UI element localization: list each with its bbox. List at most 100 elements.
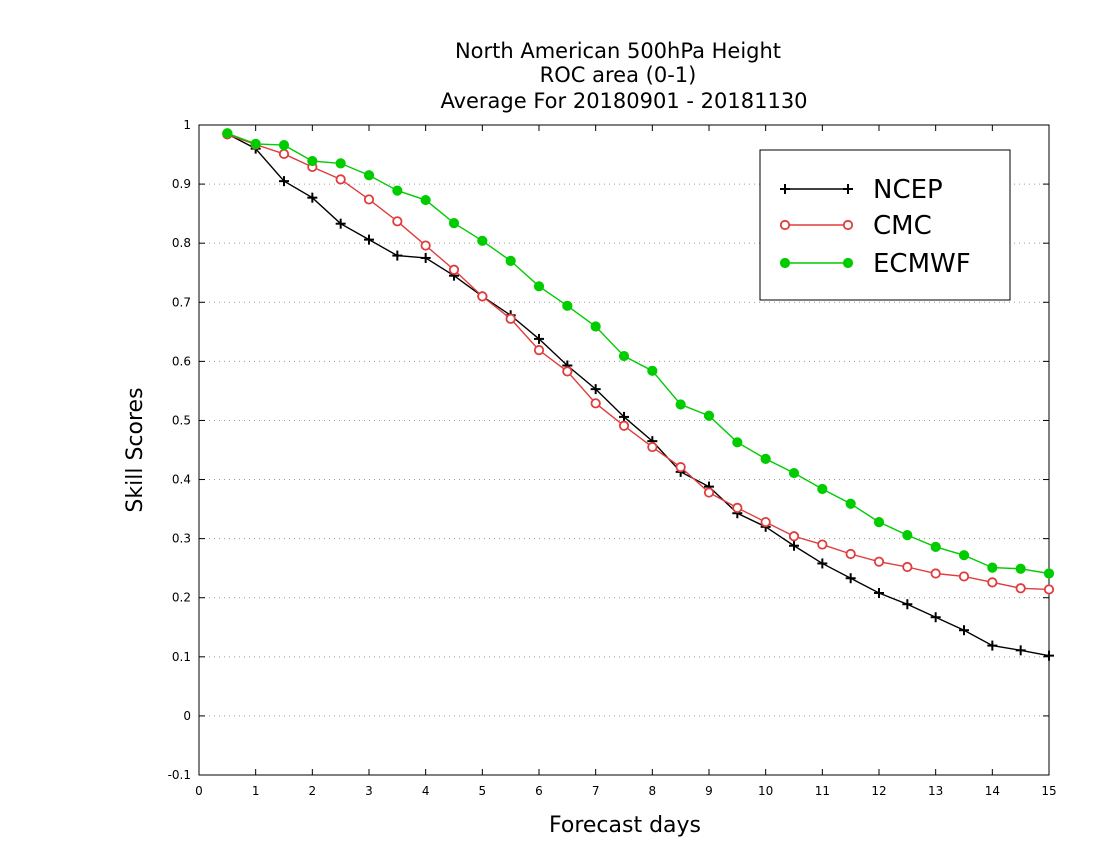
ecmwf-point xyxy=(590,321,601,332)
ncep-point xyxy=(1044,650,1054,661)
cmc-point xyxy=(675,462,686,473)
ncep-point xyxy=(392,250,403,261)
ncep-point xyxy=(279,176,289,187)
ecmwf-point xyxy=(1015,563,1026,574)
legend-label-ncep: NCEP xyxy=(873,175,943,205)
cmc-point xyxy=(278,148,290,160)
legend-label-ecmwf: ECMWF xyxy=(873,249,971,279)
cmc-point xyxy=(902,561,913,573)
legend-marker-ncep xyxy=(780,184,790,194)
ecmwf-point xyxy=(675,399,686,410)
ecmwf-point xyxy=(732,437,743,448)
legend-label-cmc: CMC xyxy=(873,211,932,241)
cmc-point xyxy=(392,216,403,227)
x-tick-label: 4 xyxy=(422,784,430,798)
cmc-point xyxy=(448,264,460,275)
legend-marker-cmc xyxy=(842,219,854,231)
legend-marker-ecmwf xyxy=(842,257,854,269)
ecmwf-point xyxy=(420,194,431,206)
x-tick-label: 0 xyxy=(195,784,203,798)
plot-frame xyxy=(198,124,1050,776)
x-tick-label: 11 xyxy=(815,784,830,798)
chart-titles: North American 500hPa Height ROC area (0… xyxy=(440,39,807,113)
cmc-point xyxy=(958,571,970,582)
series-layer xyxy=(222,128,1055,661)
series-ncep xyxy=(222,128,1054,661)
cmc-point xyxy=(873,556,885,567)
y-tick-label: 0.6 xyxy=(172,354,191,368)
y-tick-label: -0.1 xyxy=(168,768,191,782)
ecmwf-point xyxy=(760,453,771,464)
ncep-point xyxy=(789,540,799,551)
ecmwf-line xyxy=(227,132,1050,575)
ncep-point xyxy=(874,588,884,598)
cmc-point xyxy=(618,420,630,431)
x-axis-label: Forecast days xyxy=(549,813,701,838)
cmc-point xyxy=(987,577,998,588)
series-ecmwf xyxy=(222,128,1055,579)
legend-item-cmc: CMC xyxy=(779,211,932,241)
cmc-point xyxy=(647,441,658,453)
y-tick-label: 0.2 xyxy=(172,591,191,605)
x-tick-label: 10 xyxy=(758,784,773,798)
y-tick-label: 0.1 xyxy=(172,650,191,664)
ecmwf-point xyxy=(845,498,856,509)
ncep-point xyxy=(307,192,318,203)
legend: NCEP CMC ECMWF xyxy=(759,149,1011,301)
ecmwf-point xyxy=(363,170,375,181)
cmc-point xyxy=(1043,584,1055,595)
x-tick-label: 5 xyxy=(479,784,487,798)
ecmwf-point xyxy=(477,235,488,246)
cmc-point xyxy=(930,568,941,579)
cmc-point xyxy=(420,240,431,251)
cmc-point xyxy=(477,291,488,302)
y-axis-label: Skill Scores xyxy=(123,387,148,512)
y-tick-label: 0.7 xyxy=(172,295,191,309)
cmc-point xyxy=(845,548,856,560)
ecmwf-point xyxy=(987,562,998,573)
cmc-point xyxy=(732,502,743,514)
ncep-point xyxy=(590,384,601,395)
ecmwf-point xyxy=(788,467,800,479)
y-tick-label: 0.8 xyxy=(172,236,191,250)
series-cmc xyxy=(222,129,1055,595)
ecmwf-point xyxy=(505,255,516,267)
ecmwf-point xyxy=(250,138,261,150)
ecmwf-point xyxy=(222,128,233,139)
x-tick-label: 6 xyxy=(535,784,543,798)
ncep-point xyxy=(987,640,998,651)
y-tick-label: 0.3 xyxy=(172,532,191,546)
x-tick-label: 15 xyxy=(1041,784,1056,798)
legend-item-ecmwf: ECMWF xyxy=(779,249,971,279)
cmc-point xyxy=(505,313,516,324)
y-axis-ticks: -0.1 0 0.1 0.2 0.3 0.4 0.5 0.6 0.7 0.8 0.9 1 xyxy=(168,118,1049,782)
x-tick-label: 13 xyxy=(928,784,943,798)
cmc-point xyxy=(590,398,601,409)
ncep-point xyxy=(619,411,629,422)
y-tick-label: 0.5 xyxy=(172,413,191,427)
legend-marker-cmc xyxy=(779,219,791,231)
ecmwf-point xyxy=(1043,568,1055,579)
ncep-point xyxy=(364,234,374,245)
y-tick-label: 0.9 xyxy=(172,177,191,191)
ecmwf-point xyxy=(448,217,460,229)
ecmwf-point xyxy=(278,139,290,151)
legend-marker-ecmwf xyxy=(779,257,791,269)
ecmwf-point xyxy=(647,365,658,376)
x-tick-label: 7 xyxy=(592,784,600,798)
chart-title-line-1: North American 500hPa Height xyxy=(455,39,781,63)
ncep-point xyxy=(902,599,913,610)
ncep-point xyxy=(959,625,969,636)
cmc-point xyxy=(817,539,828,550)
ncep-point xyxy=(335,218,346,229)
x-tick-label: 3 xyxy=(365,784,373,798)
cmc-point xyxy=(335,174,346,185)
ecmwf-point xyxy=(562,300,573,311)
y-tick-label: 0 xyxy=(183,709,191,723)
legend-item-ncep: NCEP xyxy=(780,175,943,205)
cmc-point xyxy=(363,194,375,205)
ecmwf-point xyxy=(902,529,913,541)
ecmwf-point xyxy=(873,516,885,528)
ncep-point xyxy=(930,612,941,623)
